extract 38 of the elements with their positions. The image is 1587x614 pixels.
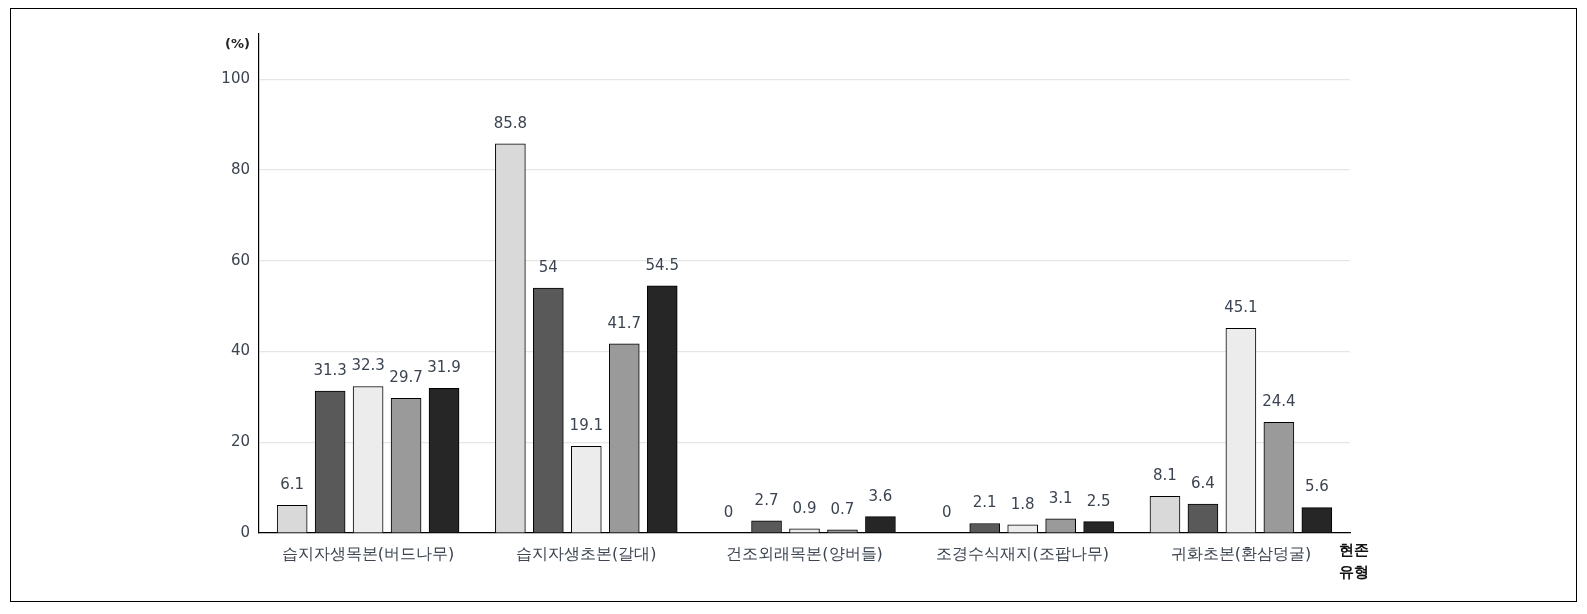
data-label: 29.7 xyxy=(389,368,423,387)
data-label: 19.1 xyxy=(569,416,603,435)
data-label: 2.5 xyxy=(1086,491,1111,510)
x-axis-title: 현존 유형 xyxy=(1339,540,1369,581)
data-label: 31.3 xyxy=(313,360,347,379)
data-label: 0.7 xyxy=(830,499,855,518)
data-label: 0 xyxy=(941,502,952,521)
x-tick-label: 습지자생목본(버드나무) xyxy=(281,543,455,563)
x-tick-label: 습지자생초본(갈대) xyxy=(516,543,657,563)
data-label: 3.6 xyxy=(868,486,893,505)
data-label: 54 xyxy=(538,257,558,276)
x-tick-label: 건조외래목본(양버들) xyxy=(726,543,883,563)
x-tick-label: 조경수식재지(조팝나무) xyxy=(936,543,1109,563)
data-label: 1.8 xyxy=(1010,494,1035,513)
data-label: 5.6 xyxy=(1304,477,1329,496)
y-tick-label: 80 xyxy=(230,159,250,178)
data-label: 2.7 xyxy=(754,490,779,509)
data-label: 3.1 xyxy=(1048,488,1073,507)
y-tick-label: 60 xyxy=(230,250,250,269)
data-label: 32.3 xyxy=(351,356,385,375)
y-axis-title: (%) xyxy=(225,36,250,52)
y-tick-label: 20 xyxy=(230,432,250,451)
data-label: 6.4 xyxy=(1191,473,1215,492)
data-label: 54.5 xyxy=(645,255,679,274)
data-label: 85.8 xyxy=(493,113,528,132)
y-tick-label: 0 xyxy=(240,522,250,541)
data-label: 41.7 xyxy=(607,313,641,332)
data-label: 0.9 xyxy=(792,498,817,517)
y-tick-label: 100 xyxy=(221,69,250,88)
data-label: 24.4 xyxy=(1262,392,1296,411)
data-label: 8.1 xyxy=(1153,466,1177,485)
data-label: 0 xyxy=(723,502,734,521)
y-tick-label: 40 xyxy=(230,341,250,360)
data-label: 31.9 xyxy=(427,358,461,377)
x-tick-label: 귀화초본(환삼덩굴) xyxy=(1170,543,1312,563)
data-label: 6.1 xyxy=(280,475,305,494)
data-label: 2.1 xyxy=(972,493,997,512)
data-label: 45.1 xyxy=(1224,298,1258,317)
